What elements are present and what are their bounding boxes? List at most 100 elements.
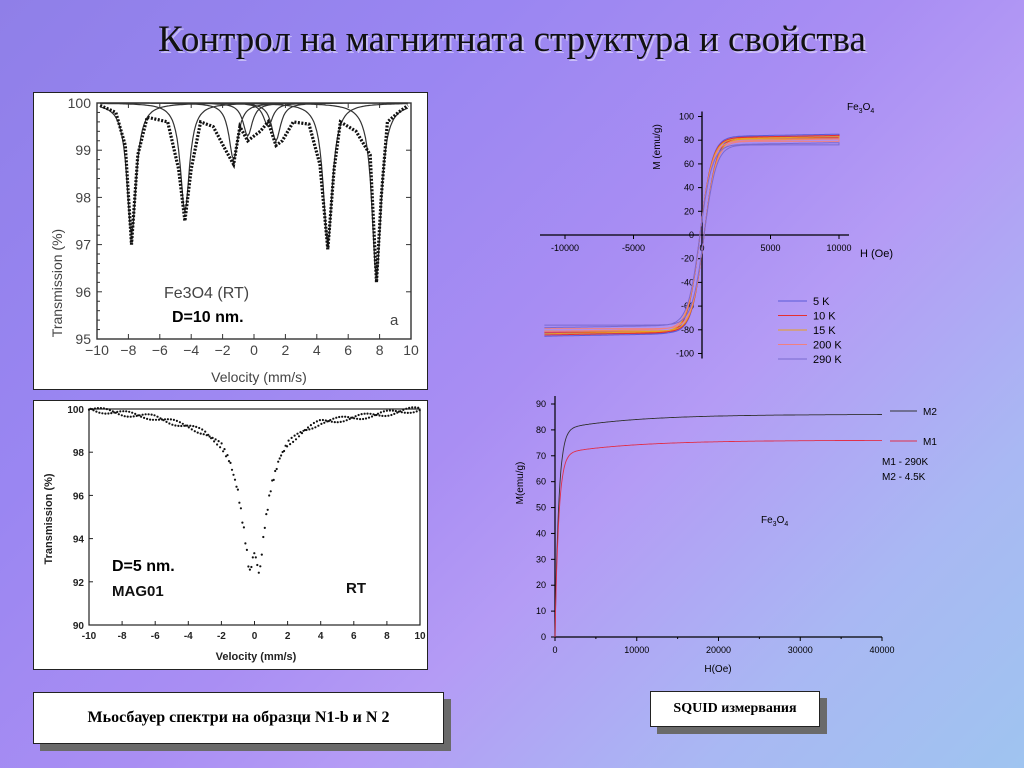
data-point [409,411,412,414]
data-point [321,418,324,422]
data-point [93,407,97,410]
y-tick-label: 20 [684,206,694,216]
data-point [379,411,382,414]
data-point [287,439,290,442]
data-curve [99,103,409,283]
magnetization-curves [554,414,882,638]
data-point [315,420,318,423]
data-point [178,421,181,424]
y-tick-label: 40 [684,183,694,193]
data-point [226,454,229,457]
y-axis-label: Transmission (%) [43,473,55,564]
data-point [335,416,338,419]
data-point [369,412,372,415]
data-point [230,468,234,471]
data-point [229,461,232,464]
data-point [293,434,296,437]
y-tick-label: 60 [536,477,546,487]
data-point [211,436,214,439]
data-point [289,443,292,446]
data-point [251,556,254,559]
legend: 5 K 10 K 15 K 200 K 290 K [778,296,842,366]
data-point [166,418,169,421]
x-tick-label: 10000 [826,243,851,253]
data-point [220,442,223,445]
data-point [110,412,113,415]
y-tick-label: 30 [536,554,546,564]
x-tick-label: 2 [285,631,291,642]
data-point [353,417,356,420]
y-tick-label: 100 [67,405,84,416]
data-point [223,448,226,451]
mossbauer-10nm-panel: Transmission (%) Velocity (mm/s) −10 −8 −6… [33,92,428,390]
data-point [154,418,158,421]
data-point [235,485,238,488]
data-point [122,410,125,413]
x-tick-label: 2 [282,342,290,358]
x-tick-label: −10 [85,342,109,358]
data-point [283,449,286,453]
data-point [277,460,280,463]
data-point [359,418,362,421]
data-point [134,412,137,415]
data-point [345,419,348,422]
caption-squid: SQUID измервания [650,691,820,727]
data-point [317,424,320,427]
x-tick-label: 6 [344,342,352,358]
data-point [274,469,277,473]
data-point [92,409,95,412]
y-tick-label: 97 [75,237,91,253]
data-point [116,410,119,413]
data-point [244,542,247,545]
x-tick-label: -8 [118,631,127,642]
data-point [382,410,385,413]
data-point [129,415,132,418]
data-point [236,488,239,491]
data-point [348,417,351,421]
y-tick-label: 96 [75,284,91,300]
data-point [214,438,217,441]
data-point [339,420,342,423]
x-tick-label: 30000 [788,645,813,655]
data-point [141,413,144,416]
data-point [216,443,219,446]
x-axis-label: H(Oe) [704,664,731,675]
data-point [247,565,250,568]
data-point [147,413,150,416]
x-tick-label: -10 [82,631,97,642]
y-tick-label: 80 [536,425,546,435]
x-tick-label: −4 [183,342,199,358]
data-point [140,415,143,418]
data-point [286,445,289,448]
data-point [314,426,317,429]
x-axis-label: H (Oe) [860,248,893,260]
data-point [174,424,177,427]
data-point [256,563,259,567]
x-tick-label: 10000 [624,645,649,655]
y-tick-label: 90 [73,621,85,632]
x-tick-label: -6 [151,631,160,642]
data-point [102,407,105,410]
data-point [257,571,260,574]
sample-label: Fe3O4 (RT) [164,285,249,302]
data-point [357,413,360,417]
data-point [146,417,149,420]
data-point [362,417,365,421]
data-point [239,507,242,510]
data-point [259,565,262,568]
y-tick-label: -80 [681,325,694,335]
data-point [309,424,312,427]
x-tick-label: -5000 [622,243,645,253]
data-point [330,420,333,423]
data-point [265,513,268,516]
data-point [415,410,418,413]
data-point [354,415,357,418]
x-tick-label: −6 [152,342,168,358]
data-point [308,428,311,431]
data-point [187,426,190,429]
data-point [190,428,193,431]
data-point [263,526,266,529]
y-tick-label: 94 [73,535,85,546]
data-point [105,408,108,411]
data-point [171,423,174,426]
